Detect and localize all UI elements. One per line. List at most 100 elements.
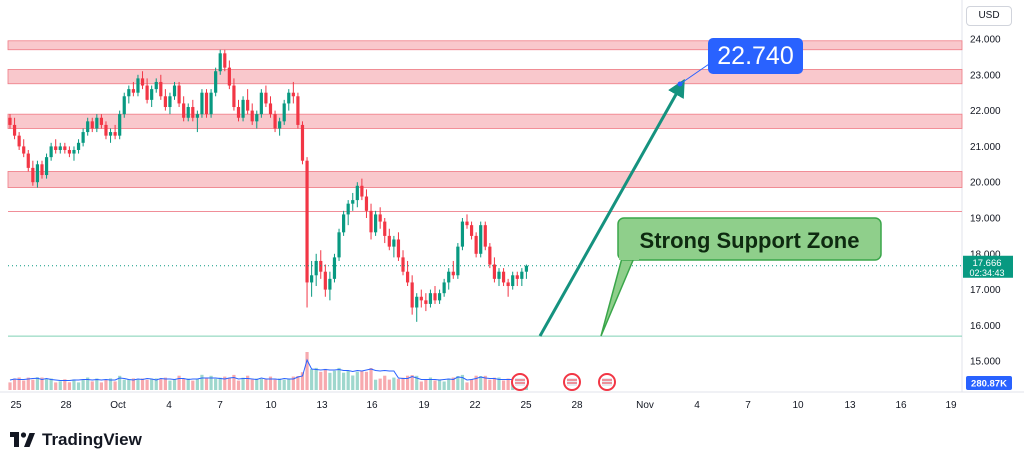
volume-bar <box>291 376 295 390</box>
volume-bar <box>479 376 483 390</box>
candle-body <box>415 296 419 308</box>
volume-bar <box>300 372 305 390</box>
candle-body <box>287 92 291 104</box>
volume-bar <box>191 380 195 390</box>
price-tick-label: 16.000 <box>970 321 1001 332</box>
support-callout-tail <box>600 257 636 337</box>
tradingview-logo-icon <box>10 432 35 447</box>
price-tick-label: 18.000 <box>970 249 1001 260</box>
candle-body <box>433 293 437 301</box>
volume-bar <box>410 375 414 390</box>
candle-body <box>474 235 478 254</box>
time-tick-label: 4 <box>166 400 172 411</box>
price-tick-label: 15.000 <box>970 357 1001 368</box>
volume-bar <box>378 378 382 390</box>
time-tick-label: 10 <box>792 400 804 411</box>
target-arrow <box>538 78 685 337</box>
candle-body <box>31 167 35 183</box>
price-tick-label: 19.000 <box>970 214 1001 225</box>
candle-body <box>360 185 364 197</box>
candle-body <box>396 239 401 258</box>
candle-body <box>501 271 506 283</box>
candle-body <box>236 107 241 118</box>
candle-body <box>140 78 145 86</box>
candle-body <box>200 92 204 115</box>
candle-body <box>328 278 332 290</box>
candle-body <box>351 200 355 204</box>
candle-body <box>12 124 17 136</box>
candle-body <box>259 92 263 115</box>
candle-body <box>145 85 149 100</box>
time-axis[interactable]: 25 28 Oct 4 7 10 13 16 19 22 25 28 Nov 4 7 10 13 16 19 <box>10 400 957 411</box>
tradingview-logo: TradingView <box>10 430 142 450</box>
time-tick-label: Oct <box>110 400 126 411</box>
candle-body <box>186 107 190 118</box>
candle-body <box>246 99 250 111</box>
price-tick-label: 22.000 <box>970 106 1001 117</box>
price-axis[interactable]: 24.000 23.000 22.000 21.000 20.000 19.000 18.0… <box>963 35 1013 391</box>
candle-body <box>63 146 67 150</box>
candle-body <box>214 71 218 93</box>
candle-body <box>150 89 154 100</box>
candle-body <box>17 135 21 147</box>
volume-bar <box>113 381 117 390</box>
candle-body <box>506 282 510 287</box>
time-tick-label: 13 <box>316 400 328 411</box>
volume-bar <box>310 369 314 390</box>
volume-bar <box>323 368 327 390</box>
resistance-zone <box>7 171 963 188</box>
candle-body <box>54 146 58 150</box>
volume-bar <box>424 379 428 390</box>
target-pointer-line <box>679 61 713 85</box>
candle-body <box>177 85 181 104</box>
volume-bar <box>328 372 332 390</box>
candle-body <box>451 271 455 276</box>
event-flag-icon <box>563 373 581 391</box>
candle-body <box>81 132 85 143</box>
volume-bar <box>278 378 282 390</box>
target-point <box>677 81 683 87</box>
support-callout-label: Strong Support Zone <box>640 228 860 253</box>
volume-bar <box>268 376 273 390</box>
volume-bar <box>401 377 405 390</box>
volume-bar <box>469 379 474 390</box>
volume-bar <box>387 379 391 390</box>
candle-body <box>99 117 103 125</box>
volume-bar <box>456 376 460 390</box>
candle-body <box>163 96 167 108</box>
volume-bar <box>337 367 341 390</box>
candle-body <box>127 89 131 97</box>
candle-body <box>122 96 126 115</box>
volume-bar <box>437 379 442 390</box>
volume-bar <box>127 379 131 390</box>
time-tick-label: 10 <box>265 400 277 411</box>
annotation-layer: 22.740 Strong Support Zone <box>511 38 882 391</box>
volume-bar <box>195 378 199 390</box>
volume-bar <box>218 377 222 390</box>
candle-body <box>191 107 195 118</box>
volume-bar <box>392 377 396 390</box>
candle-body <box>300 124 305 161</box>
tradingview-logo-text: TradingView <box>42 430 142 449</box>
volume-bar <box>360 370 364 390</box>
volume-bar <box>49 378 53 390</box>
volume-bar <box>17 377 21 390</box>
candle-body <box>392 239 396 247</box>
currency-label[interactable]: USD <box>966 6 1012 26</box>
volume-bar <box>433 380 437 390</box>
volume-bar <box>374 379 378 390</box>
candle-body <box>195 114 199 118</box>
candle-body <box>424 300 428 304</box>
time-tick-label: 19 <box>418 400 430 411</box>
volume-bar <box>451 377 455 390</box>
candle-body <box>182 103 186 118</box>
candle-body <box>460 221 465 247</box>
volume-bar <box>241 377 245 390</box>
volume-bar <box>255 378 259 390</box>
candle-body <box>488 246 492 265</box>
volume-bar <box>40 377 44 390</box>
candle-body <box>456 246 460 276</box>
candle-body <box>410 282 414 308</box>
candle-body <box>241 99 245 118</box>
